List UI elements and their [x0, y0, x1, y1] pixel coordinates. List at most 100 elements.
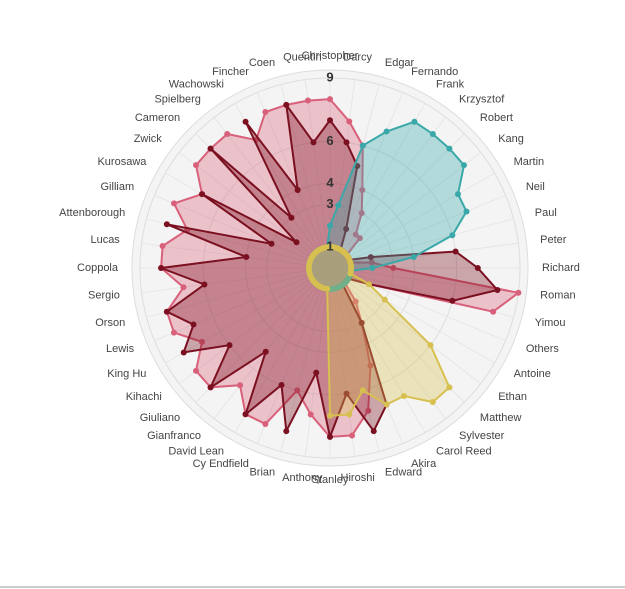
category-label: Coen — [249, 57, 275, 69]
radial-tick-label: 1 — [326, 238, 333, 253]
series-point — [400, 392, 407, 399]
category-label: Brian — [249, 467, 275, 479]
series-point — [243, 253, 250, 260]
series-point — [327, 96, 333, 103]
series-point — [474, 265, 481, 271]
series-point — [452, 248, 459, 255]
series-point — [449, 232, 456, 239]
spoke — [329, 267, 404, 444]
spoke — [329, 116, 447, 269]
series-point — [310, 139, 317, 146]
category-label: Cameron — [135, 112, 180, 124]
series-point — [201, 281, 208, 288]
series-point — [313, 369, 320, 376]
spoke — [178, 151, 331, 269]
series-point — [367, 362, 374, 369]
spoke — [154, 267, 331, 342]
series-point — [390, 265, 397, 271]
series-point — [454, 191, 461, 198]
series-point — [278, 382, 285, 389]
category-label: Paul — [535, 207, 557, 219]
spoke — [256, 267, 331, 444]
series-point — [365, 407, 372, 414]
category-label: Edgar — [385, 57, 415, 69]
spoke — [329, 267, 465, 403]
category-label: Robert — [480, 112, 513, 124]
series-point — [207, 384, 214, 391]
series-point — [411, 118, 418, 125]
category-label: Christopher — [302, 50, 359, 62]
category-label: Stanley — [312, 474, 349, 486]
series-point — [288, 214, 295, 221]
category-label: Orson — [95, 317, 125, 329]
series-point — [262, 108, 269, 115]
category-label: Darcy — [343, 52, 372, 64]
spoke — [329, 133, 465, 269]
series-point — [283, 101, 290, 108]
spoke — [329, 172, 495, 269]
category-label: Akira — [411, 458, 437, 470]
series-point — [283, 428, 290, 435]
series-point — [262, 421, 269, 428]
series-point — [207, 145, 214, 152]
category-label: Gianfranco — [147, 430, 201, 442]
category-label: Richard — [542, 262, 580, 274]
series-point — [515, 289, 522, 296]
series-point — [343, 225, 350, 232]
category-label: Lucas — [90, 234, 120, 246]
spoke — [329, 151, 482, 269]
category-label: Martin — [514, 156, 545, 168]
series-point — [346, 411, 353, 418]
series-point — [190, 321, 197, 328]
series-point — [170, 329, 177, 336]
series-point — [158, 265, 165, 271]
category-label: Carol Reed — [436, 446, 492, 458]
spoke — [329, 267, 356, 457]
category-label: Fernando — [411, 66, 458, 78]
spoke — [329, 79, 356, 269]
series-point — [327, 117, 333, 124]
spoke — [178, 267, 331, 385]
series-point — [159, 242, 166, 249]
spoke — [304, 267, 331, 457]
series-point — [349, 432, 356, 439]
spoke — [280, 84, 331, 269]
spoke — [141, 267, 331, 294]
category-label: Roman — [540, 290, 575, 302]
category-label: Sylvester — [459, 430, 505, 442]
category-label: Antoine — [514, 368, 551, 380]
series-point — [429, 131, 436, 138]
spoke — [256, 92, 331, 269]
spoke — [329, 267, 380, 452]
series-point — [369, 265, 376, 271]
series-point — [193, 367, 200, 374]
series-point — [242, 118, 249, 125]
category-label: King Hu — [107, 368, 146, 380]
category-label: Attenborough — [59, 207, 125, 219]
series-point — [352, 298, 359, 305]
spoke — [165, 267, 331, 364]
category-label: Kihachi — [126, 391, 162, 403]
spoke — [234, 267, 331, 433]
spoke — [329, 267, 482, 385]
spoke — [329, 242, 519, 269]
series-point — [226, 342, 233, 349]
spoke — [329, 218, 514, 269]
category-label: Anthony — [282, 472, 323, 484]
series-point — [494, 287, 501, 294]
series-point — [307, 411, 314, 418]
series-point — [367, 254, 374, 261]
series-point — [180, 349, 187, 356]
series-point — [294, 387, 301, 394]
spoke — [165, 172, 331, 269]
series-point — [446, 384, 453, 391]
category-label: Neil — [526, 181, 545, 193]
series-point — [410, 253, 417, 260]
category-label: Coppola — [77, 262, 119, 274]
series-point — [327, 222, 333, 229]
radial-tick-label: 4 — [326, 175, 334, 190]
series-point — [343, 390, 350, 397]
series-point — [199, 338, 206, 345]
series-point — [327, 412, 333, 419]
